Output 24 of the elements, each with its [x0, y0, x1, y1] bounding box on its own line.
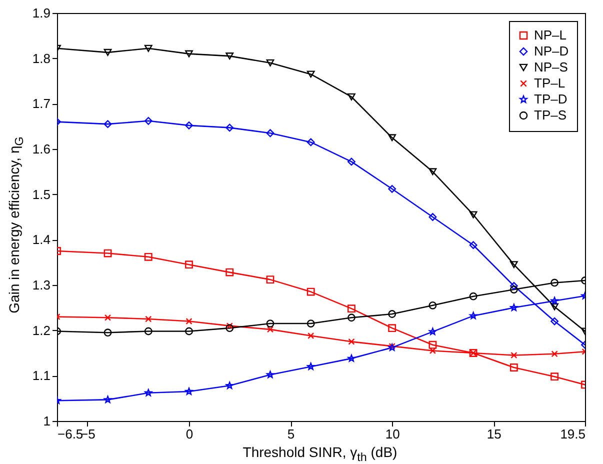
legend-label: NP–D [534, 44, 569, 58]
y-tick-label: 1.3 [32, 278, 50, 292]
x-axis-title: Threshold SINR, γ$_{th}$ (dB) [242, 444, 398, 464]
legend-label: NP–L [534, 28, 567, 42]
legend-label: NP–S [534, 60, 568, 74]
x-tick-label: 10 [385, 426, 400, 442]
y-tick-label: 1.2 [32, 322, 50, 338]
x-tick-label: −5 [80, 426, 96, 442]
y-tick-label: 1.9 [32, 6, 50, 20]
y-tick-label: 1.7 [32, 96, 50, 112]
y-tick-label: 1.5 [32, 186, 50, 202]
x-tick-label: 0 [186, 426, 194, 442]
y-tick-label: 1.6 [32, 142, 50, 156]
y-tick-label: 1.8 [32, 50, 50, 66]
x-tick-label: 5 [287, 426, 295, 442]
y-tick-label: 1.4 [32, 232, 50, 248]
x-tick-label: 19.5 [560, 426, 586, 442]
legend-label: TP–S [534, 108, 567, 122]
x-tick-label: −6.5 [58, 426, 84, 442]
y-tick-label: 1.1 [32, 368, 50, 384]
legend-label: TP–D [534, 92, 568, 106]
y-tick-label: 1 [43, 414, 50, 428]
x-tick-label: 15 [486, 426, 502, 442]
legend-label: TP–L [534, 76, 566, 90]
